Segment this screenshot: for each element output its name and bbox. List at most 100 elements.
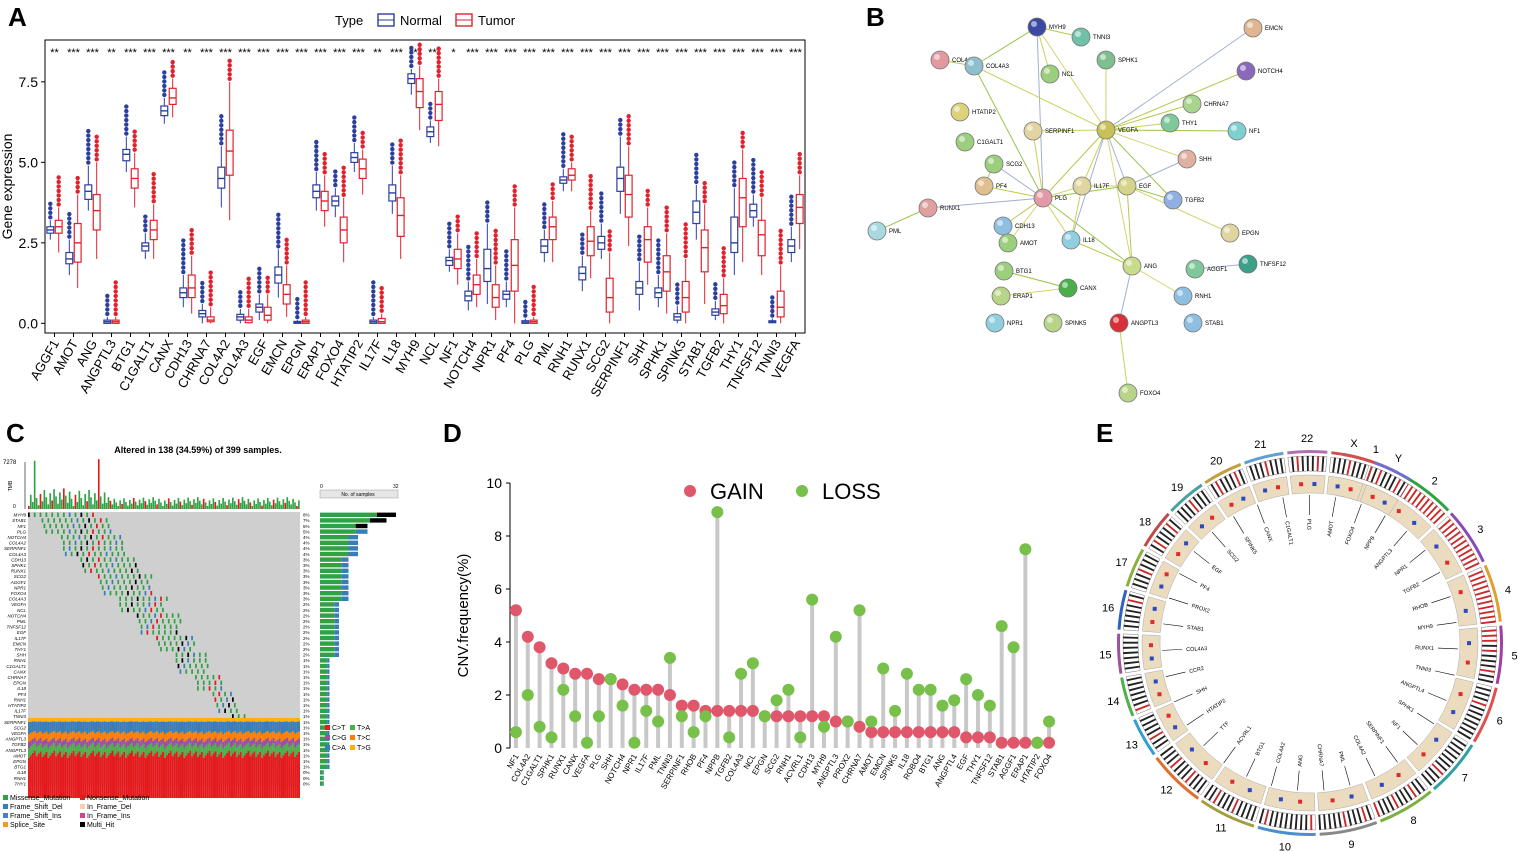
outlier-normal <box>333 182 338 188</box>
titv-bar <box>216 747 219 758</box>
network-edge <box>1036 26 1044 199</box>
significance-label: *** <box>466 47 480 59</box>
mutation-cell <box>177 647 180 652</box>
gene-percent: 4% <box>303 546 310 551</box>
network-edge <box>1105 103 1193 131</box>
titv-bar <box>290 721 293 733</box>
outlier-tumor <box>569 134 574 140</box>
titv-bar <box>47 718 50 722</box>
legend-title: Type <box>335 13 363 28</box>
titv-bar <box>284 744 287 753</box>
gene-pointer <box>1344 766 1351 786</box>
tmb-bar <box>266 498 269 509</box>
tmb-bar <box>210 504 213 509</box>
ideogram-band <box>1441 752 1455 764</box>
titv-bar <box>49 732 52 741</box>
outlier-tumor <box>626 127 631 132</box>
titv-bar <box>61 721 63 734</box>
outlier-tumor <box>569 157 574 162</box>
loss-point <box>675 710 688 723</box>
outlier-tumor <box>569 139 574 144</box>
titv-bar <box>239 752 242 798</box>
titv-bar <box>49 740 52 747</box>
outlier-tumor <box>455 227 460 233</box>
mutation-cell <box>59 518 61 523</box>
titv-legend-swatch <box>350 725 355 730</box>
mutation-cell <box>74 540 77 545</box>
box-tumor <box>776 290 785 318</box>
outlier-tumor <box>607 238 612 243</box>
titv-bar <box>148 744 151 753</box>
cnv-marker <box>1421 752 1426 757</box>
tmb-bar <box>66 502 69 509</box>
titv-bar <box>195 751 198 798</box>
network-node-highlight <box>1224 227 1230 233</box>
titv-bar <box>175 743 178 752</box>
tmb-bar <box>105 502 108 509</box>
titv-bar <box>113 756 116 798</box>
y-tick-label: 6 <box>494 581 502 597</box>
titv-bar <box>263 746 266 756</box>
mutation-cell <box>136 602 139 607</box>
titv-bar <box>195 731 198 738</box>
outlier-normal <box>371 284 376 290</box>
titv-bar <box>41 733 44 742</box>
titv-bar <box>292 721 295 732</box>
titv-bar <box>171 733 174 741</box>
titv-bar <box>292 718 295 722</box>
outlier-normal <box>67 220 72 226</box>
outlier-tumor <box>778 251 783 256</box>
titv-bar <box>96 718 98 722</box>
cnv-marker <box>1173 725 1178 730</box>
loss-point <box>924 683 937 696</box>
titv-bar <box>173 721 176 733</box>
significance-label: *** <box>599 47 613 59</box>
outlier-tumor <box>740 130 745 136</box>
titv-bar <box>28 722 30 734</box>
gene-label: IL18 <box>17 770 26 775</box>
network-node <box>1185 259 1205 279</box>
titv-bar <box>197 741 199 748</box>
titv-bar <box>265 718 267 722</box>
outlier-tumor <box>493 255 498 261</box>
titv-bar <box>70 718 73 722</box>
titv-bar <box>204 755 207 798</box>
titv-bar <box>259 721 262 732</box>
ideogram-band <box>1188 773 1200 787</box>
outlier-normal <box>713 295 718 301</box>
outlier-tumor <box>132 133 137 139</box>
outlier-tumor <box>56 197 61 203</box>
titv-bar <box>288 733 291 741</box>
ideogram-band <box>1332 813 1337 829</box>
gene-label: TGFB2 <box>11 742 26 747</box>
ideogram-band <box>1129 593 1145 600</box>
titv-bar <box>265 721 267 732</box>
tmb-bar <box>290 504 292 509</box>
tmb-bar <box>92 504 94 509</box>
mutation-cell <box>216 703 219 708</box>
tmb-bar <box>53 489 55 509</box>
tmb-bar <box>177 498 180 509</box>
ideogram-band <box>1429 508 1442 521</box>
titv-bar <box>39 743 42 752</box>
ideogram-band <box>1434 759 1448 772</box>
legend-label-gain: GAIN <box>710 479 764 504</box>
gain-point <box>877 726 890 739</box>
outlier-tumor <box>778 246 783 252</box>
ideogram-band <box>1470 575 1485 583</box>
network-edge <box>1118 322 1129 394</box>
titv-bar <box>156 743 159 752</box>
outlier-tumor <box>398 147 403 152</box>
tmb-bar <box>193 499 195 509</box>
chromosome-label: 20 <box>1210 456 1222 468</box>
titv-legend-label: C>T <box>332 725 346 732</box>
mutation-cell <box>144 607 147 613</box>
outlier-normal <box>466 258 471 263</box>
outlier-normal <box>162 74 167 80</box>
tmb-bar <box>154 500 156 509</box>
ideogram-band <box>1156 535 1170 546</box>
titv-legend-swatch <box>325 725 330 730</box>
network-node <box>867 221 887 241</box>
gene-count-bar-missense <box>320 579 342 585</box>
tmb-bar <box>292 498 294 509</box>
